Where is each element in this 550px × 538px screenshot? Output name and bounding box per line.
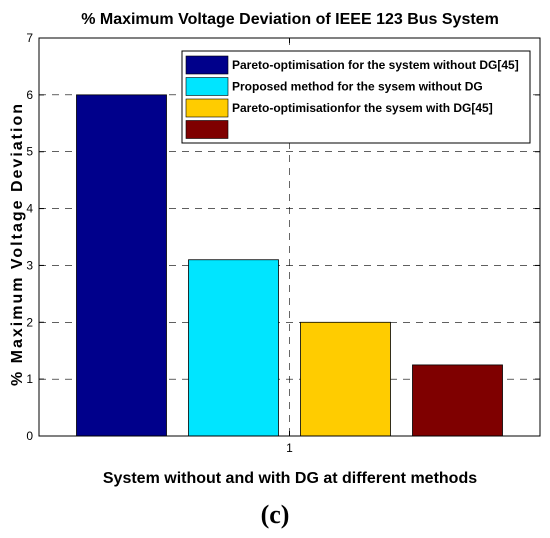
legend-swatch-3 bbox=[185, 98, 229, 118]
y-tick-label-4: 4 bbox=[26, 202, 33, 216]
bar-series-3 bbox=[300, 321, 391, 437]
axis-ticks: 0 1 2 3 4 5 6 7 1 bbox=[26, 31, 540, 455]
y-axis-label: % Maximum Voltage Deviation bbox=[9, 102, 26, 386]
legend-label-3: Pareto-optimisationfor the sysem with DG… bbox=[232, 101, 493, 115]
legend-box bbox=[181, 50, 531, 144]
legend-swatch-1 bbox=[185, 55, 229, 75]
bar-series-1 bbox=[76, 94, 167, 437]
y-tick-label-5: 5 bbox=[26, 145, 33, 159]
x-tick-label-0: 1 bbox=[286, 441, 293, 455]
figure-caption: (c) bbox=[261, 500, 290, 529]
x-axis-label: System without and with DG at different … bbox=[103, 470, 477, 487]
y-tick-label-7: 7 bbox=[26, 31, 33, 45]
y-tick-label-1: 1 bbox=[26, 372, 33, 386]
y-tick-label-0: 0 bbox=[26, 429, 33, 443]
legend-label-1: Pareto-optimisation for the system witho… bbox=[232, 58, 519, 72]
chart-title: % Maximum Voltage Deviation of IEEE 123 … bbox=[81, 11, 499, 28]
y-tick-label-6: 6 bbox=[26, 88, 33, 102]
legend-swatch-2 bbox=[185, 77, 229, 96]
bar-series-2 bbox=[188, 259, 279, 437]
legend: Pareto-optimisation for the system witho… bbox=[181, 50, 531, 144]
bar-series-4 bbox=[412, 364, 503, 437]
y-tick-label-2: 2 bbox=[26, 315, 33, 329]
legend-swatch-4 bbox=[185, 120, 229, 139]
legend-label-2: Proposed method for the sysem without DG bbox=[232, 80, 483, 94]
y-tick-label-3: 3 bbox=[26, 258, 33, 272]
